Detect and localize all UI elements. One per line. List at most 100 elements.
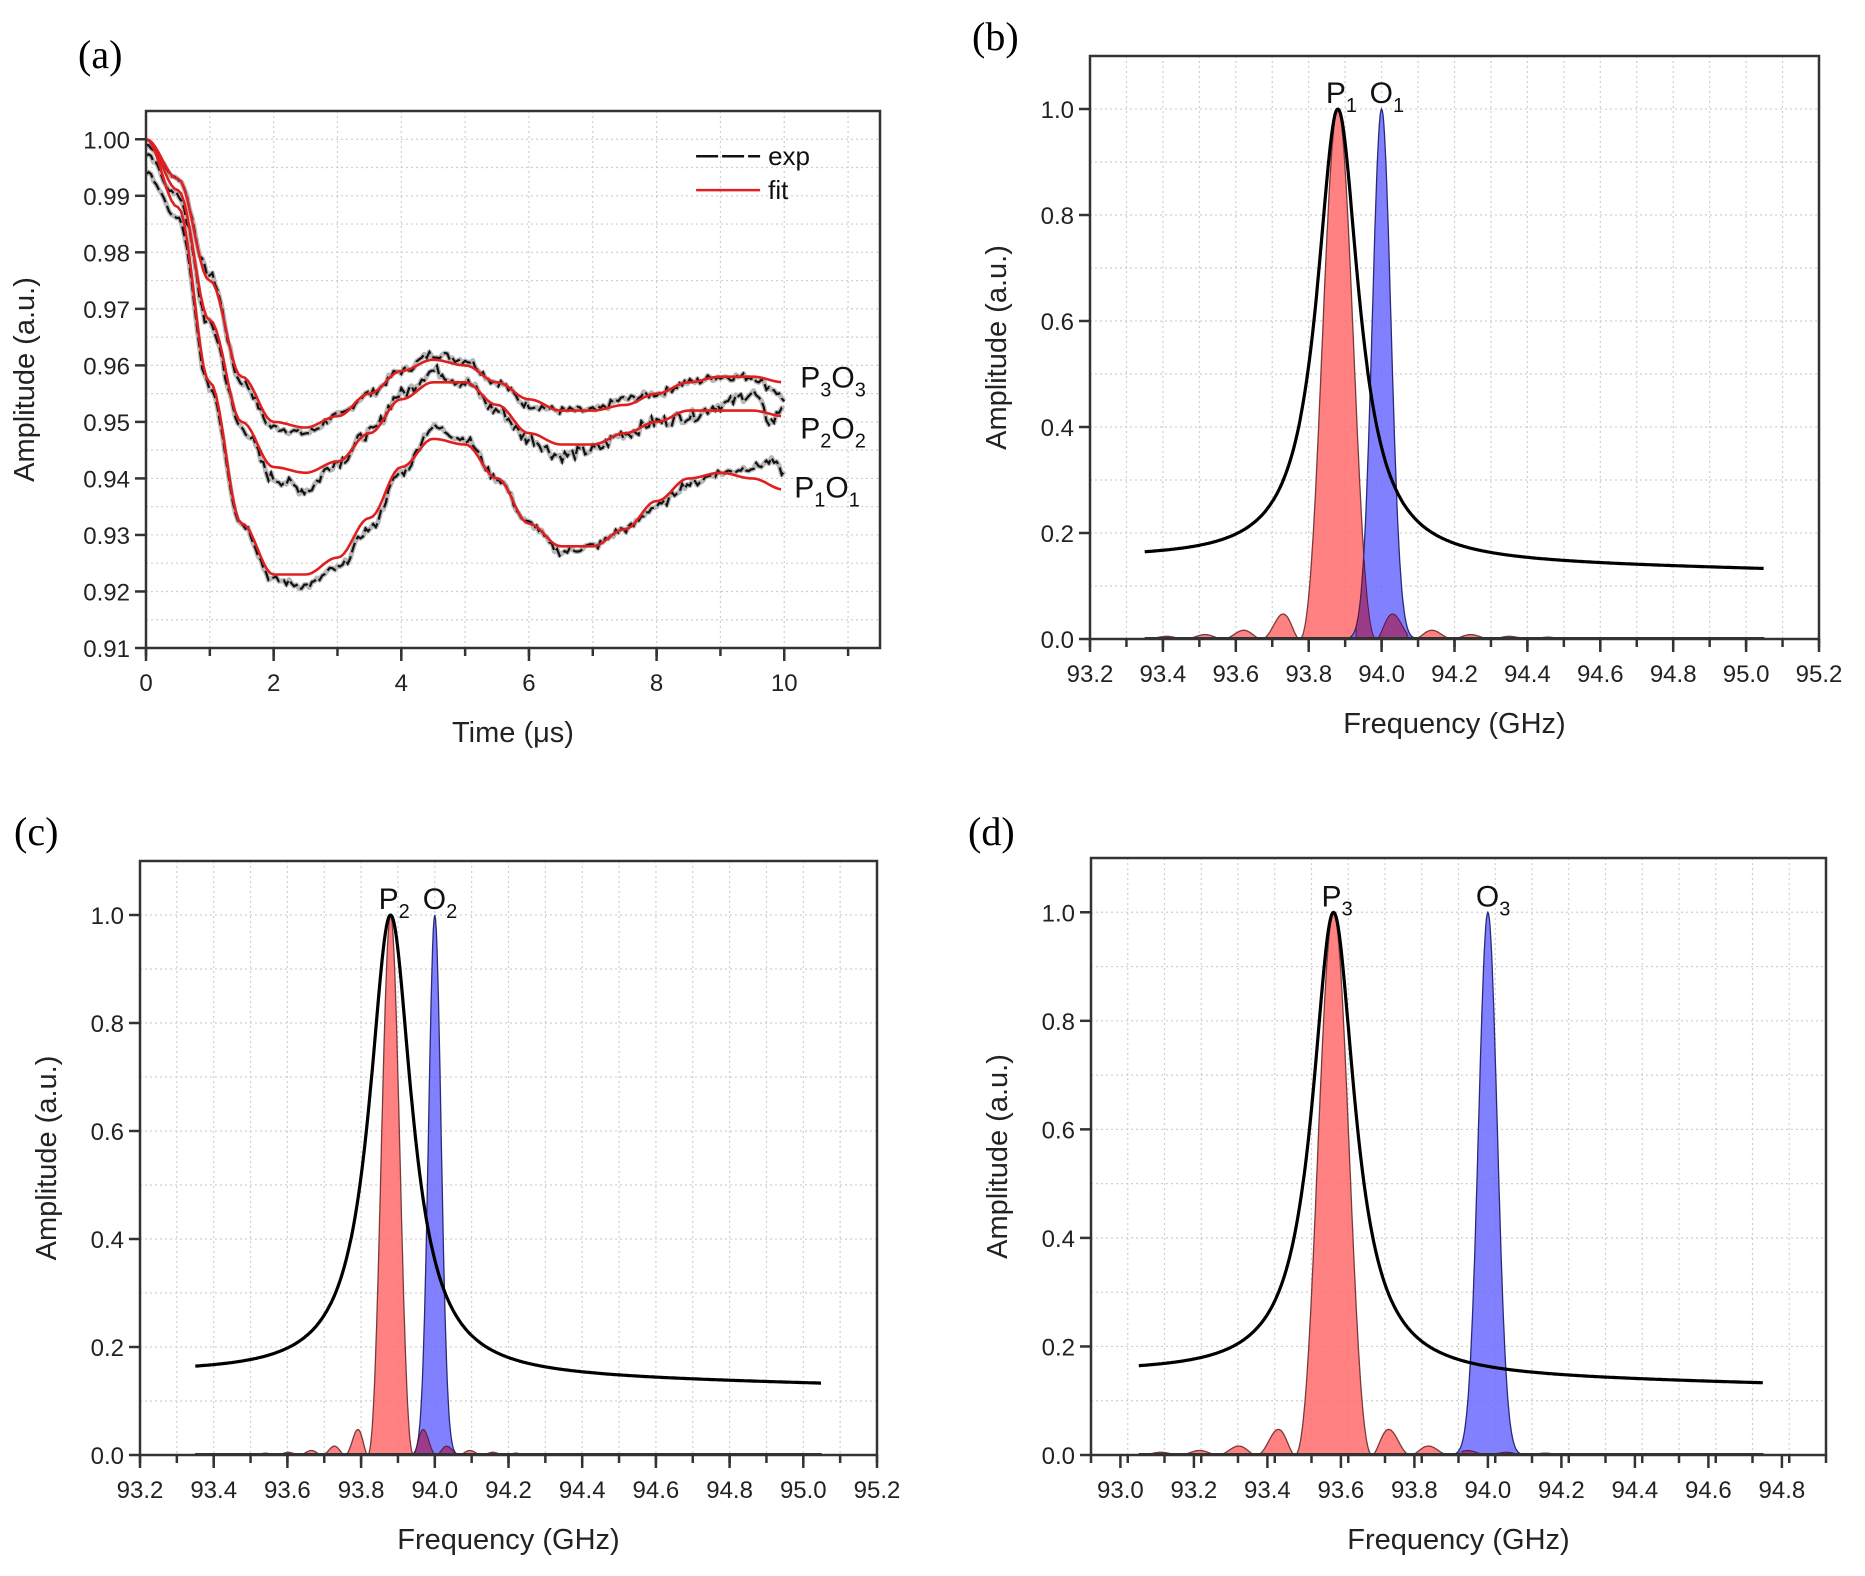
exp-line <box>146 170 786 590</box>
label-sub: 3 <box>820 380 831 402</box>
x-tick-label: 94.4 <box>1504 661 1551 688</box>
x-tick-label: 4 <box>395 670 408 697</box>
panel-d-label: (d) <box>968 809 1015 854</box>
panel-b-label: (b) <box>972 14 1019 59</box>
label-main: P <box>1326 77 1346 110</box>
y-tick-label: 0.6 <box>91 1119 124 1146</box>
series-label-P2O2: P2O2 <box>800 412 866 452</box>
label-sub: 2 <box>855 430 866 452</box>
grid <box>1090 56 1819 639</box>
label-main: O <box>1476 880 1499 913</box>
exp-line <box>146 143 786 436</box>
envelope-line <box>1138 910 1764 1385</box>
x-tick-label: 93.4 <box>190 1477 237 1504</box>
y-tick-label: 0.8 <box>1042 1009 1075 1036</box>
label-sub: 3 <box>855 380 866 402</box>
x-tick-label: 93.2 <box>1171 1477 1218 1504</box>
x-tick-label: 95.0 <box>1723 661 1770 688</box>
x-tick-label: 93.4 <box>1140 661 1187 688</box>
o-peak-label: O3 <box>1476 880 1510 920</box>
x-tick-label: 8 <box>650 670 663 697</box>
y-tick-label: 0.2 <box>91 1335 124 1362</box>
x-tick-label: 94.0 <box>1358 661 1405 688</box>
x-tick-label: 94.8 <box>706 1477 753 1504</box>
y-tick-label: 0.97 <box>83 297 130 324</box>
label-main: P <box>794 472 814 505</box>
x-tick-label: 93.2 <box>117 1477 164 1504</box>
panel-a-label: (a) <box>78 32 122 77</box>
x-tick-label: 93.8 <box>1391 1477 1438 1504</box>
x-tick-label: 93.6 <box>1318 1477 1365 1504</box>
y-tick-label: 0.99 <box>83 184 130 211</box>
legend-fit-label: fit <box>768 175 789 205</box>
label-main: O <box>831 362 854 395</box>
y-tick-label: 1.0 <box>1042 900 1075 927</box>
x-axis-title: Frequency (GHz) <box>397 1524 619 1556</box>
label-sub: 1 <box>1346 95 1357 117</box>
label-main: P <box>800 412 820 445</box>
plot-background <box>1091 858 1826 1455</box>
y-tick-label: 0.8 <box>1041 203 1074 230</box>
x-tick-label: 93.6 <box>264 1477 311 1504</box>
label-sub: 2 <box>820 430 831 452</box>
y-tick-label: 0.96 <box>83 353 130 380</box>
x-tick-label: 0 <box>139 670 152 697</box>
series-P3O3 <box>146 138 787 437</box>
p-peak-label: P3 <box>1322 880 1353 920</box>
y-tick-label: 1.0 <box>1041 97 1074 124</box>
y-tick-label: 0.93 <box>83 523 130 550</box>
y-tick-label: 1.0 <box>91 903 124 930</box>
p-peak-label: P2 <box>379 883 410 923</box>
x-tick-label: 93.6 <box>1212 661 1259 688</box>
x-tick-label: 95.0 <box>780 1477 827 1504</box>
y-axis-title: Amplitude (a.u.) <box>981 245 1013 450</box>
o-peak-fill <box>1443 910 1532 1455</box>
x-axis-title: Frequency (GHz) <box>1347 1524 1569 1556</box>
legend-exp-label: exp <box>768 141 810 171</box>
x-tick-label: 94.2 <box>1538 1477 1585 1504</box>
x-tick-label: 94.2 <box>1431 661 1478 688</box>
y-tick-label: 0.4 <box>1041 415 1074 442</box>
label-sub: 2 <box>399 901 410 923</box>
y-axis-title: Amplitude (a.u.) <box>982 1054 1014 1259</box>
y-tick-label: 0.8 <box>91 1011 124 1038</box>
envelope-line <box>1144 107 1765 570</box>
x-axis-title: Time (μs) <box>452 717 574 749</box>
y-tick-label: 0.92 <box>83 579 130 606</box>
y-tick-label: 0.2 <box>1041 521 1074 548</box>
series-group <box>146 138 787 592</box>
y-tick-label: 0.98 <box>83 240 130 267</box>
label-main: P <box>800 362 820 395</box>
label-main: P <box>379 883 399 916</box>
y-axis-title: Amplitude (a.u.) <box>31 1056 63 1261</box>
grid <box>146 111 880 648</box>
y-tick-label: 1.00 <box>83 127 130 154</box>
y-axis-title: Amplitude (a.u.) <box>9 277 41 482</box>
label-sub: 3 <box>1342 898 1353 920</box>
y-tick-label: 0.94 <box>83 466 130 493</box>
y-tick-label: 0.4 <box>91 1227 124 1254</box>
o-peak-label: O2 <box>423 883 457 923</box>
o-peak-fill <box>1337 107 1426 639</box>
o-peak-label: O1 <box>1370 77 1404 117</box>
x-tick-label: 94.6 <box>633 1477 680 1504</box>
p-peak-label: P1 <box>1326 77 1357 117</box>
x-tick-label: 94.6 <box>1685 1477 1732 1504</box>
label-main: O <box>825 472 848 505</box>
o-peak-fill <box>390 914 480 1455</box>
x-tick-label: 95.2 <box>854 1477 901 1504</box>
fit-line <box>146 138 782 475</box>
x-tick-label: 94.8 <box>1650 661 1697 688</box>
x-tick-label: 94.6 <box>1577 661 1624 688</box>
series-label-P1O1: P1O1 <box>794 472 860 512</box>
envelope-line <box>194 913 822 1385</box>
series-label-P3O3: P3O3 <box>800 362 866 402</box>
x-tick-label: 94.2 <box>485 1477 532 1504</box>
series-P2O2 <box>146 138 785 497</box>
x-tick-label: 10 <box>771 670 798 697</box>
y-tick-label: 0.95 <box>83 410 130 437</box>
